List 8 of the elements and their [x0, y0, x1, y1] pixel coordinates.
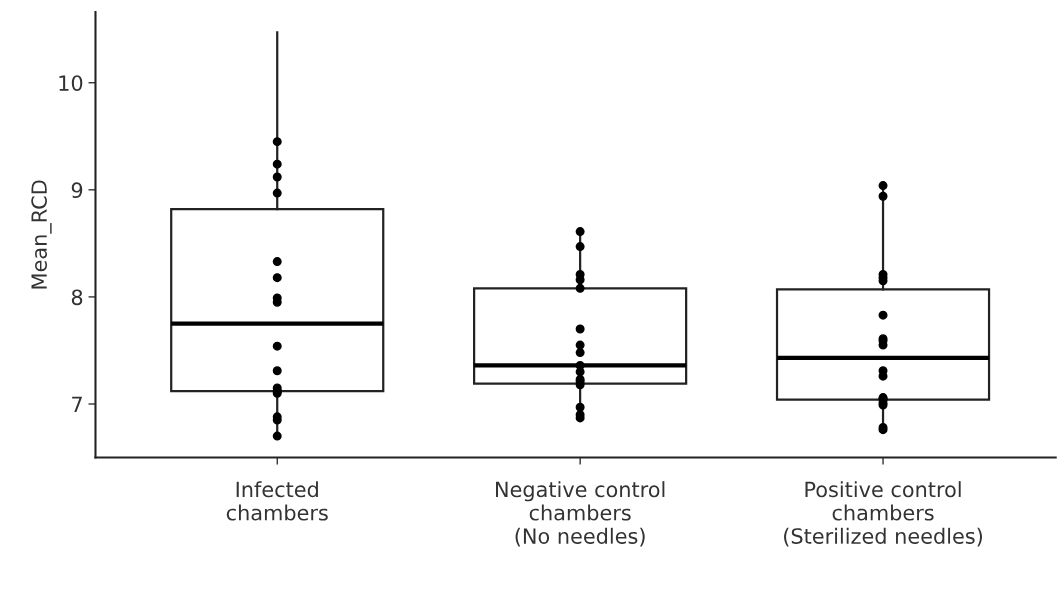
y-tick-label: 8	[71, 289, 83, 306]
y-tick-label: 9	[71, 182, 83, 199]
y-tick-label: 10	[59, 75, 83, 91]
y-tick-label: 7	[72, 396, 82, 412]
x-tick-label: Negative control chambers (No needles)	[496, 481, 665, 547]
x-tick-label: Positive control chambers (Sterilized needles)	[784, 481, 983, 547]
x-tick-label: Infected chambers	[226, 481, 328, 521]
y-axis-title: Mean_RCD	[31, 180, 52, 289]
